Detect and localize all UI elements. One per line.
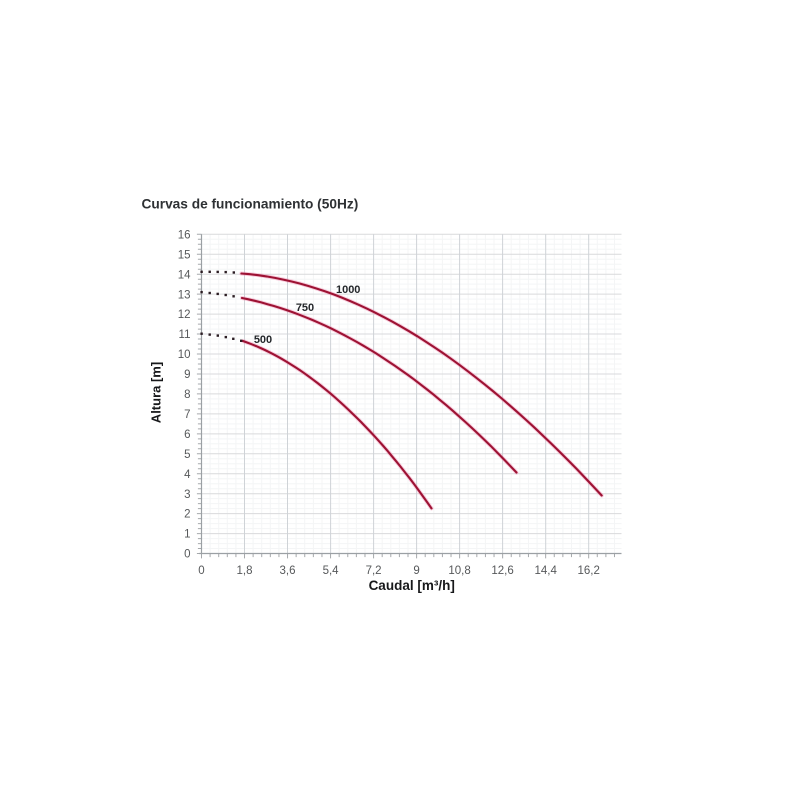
svg-text:12,6: 12,6	[491, 565, 513, 577]
svg-text:3: 3	[184, 489, 190, 501]
svg-text:0: 0	[184, 549, 190, 561]
svg-text:500: 500	[254, 334, 272, 346]
svg-text:13: 13	[178, 289, 191, 301]
svg-text:11: 11	[179, 329, 191, 341]
svg-text:7,2: 7,2	[366, 565, 382, 577]
svg-text:0: 0	[198, 565, 204, 577]
svg-text:2: 2	[184, 509, 190, 521]
svg-text:14: 14	[178, 269, 191, 281]
svg-text:16: 16	[178, 229, 191, 241]
svg-text:1,8: 1,8	[237, 565, 253, 577]
svg-text:4: 4	[184, 469, 191, 481]
svg-text:15: 15	[178, 249, 191, 261]
svg-text:8: 8	[184, 389, 190, 401]
svg-text:Curvas de funcionamiento (50Hz: Curvas de funcionamiento (50Hz)	[142, 197, 359, 212]
svg-text:14,4: 14,4	[535, 565, 558, 577]
svg-text:5,4: 5,4	[323, 565, 340, 577]
svg-text:7: 7	[184, 409, 190, 421]
svg-text:Altura [m]: Altura [m]	[149, 362, 164, 423]
svg-text:10,8: 10,8	[448, 565, 470, 577]
svg-text:5: 5	[184, 449, 190, 461]
svg-text:16,2: 16,2	[578, 565, 600, 577]
svg-text:9: 9	[184, 369, 190, 381]
svg-text:10: 10	[178, 349, 191, 361]
svg-text:9: 9	[413, 565, 419, 577]
svg-text:1: 1	[184, 529, 190, 541]
svg-text:3,6: 3,6	[280, 565, 296, 577]
svg-text:Caudal [m³/h]: Caudal [m³/h]	[369, 578, 455, 593]
svg-text:1000: 1000	[336, 284, 360, 296]
svg-text:12: 12	[178, 309, 191, 321]
svg-text:6: 6	[184, 429, 190, 441]
svg-text:750: 750	[296, 302, 314, 314]
